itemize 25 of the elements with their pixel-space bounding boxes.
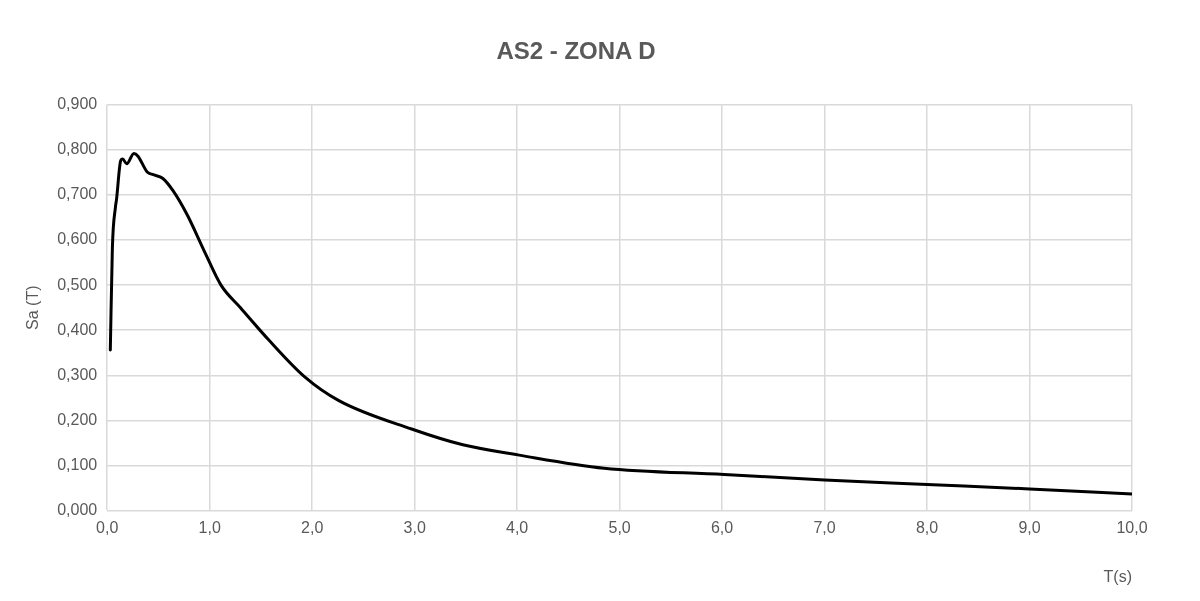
x-tick-label: 9,0 xyxy=(1018,518,1041,536)
x-tick-label: 2,0 xyxy=(301,518,324,536)
x-tick-label: 8,0 xyxy=(915,518,939,536)
x-tick-label: 4,0 xyxy=(506,518,529,536)
x-tick-label: 10,0 xyxy=(1116,518,1148,536)
y-tick-label: 0,900 xyxy=(57,95,98,113)
x-tick-label: 6,0 xyxy=(710,518,734,536)
y-tick-label: 0,400 xyxy=(57,320,98,338)
y-tick-label: 0,600 xyxy=(57,230,98,248)
x-tick-label: 1,0 xyxy=(198,518,221,536)
y-tick-label: 0,700 xyxy=(57,185,98,203)
chart-title: AS2 - ZONA D xyxy=(496,37,656,65)
y-tick-label: 0,000 xyxy=(57,501,98,519)
x-tick-label: 7,0 xyxy=(813,518,836,536)
y-tick-label: 0,800 xyxy=(57,140,98,158)
y-tick-label: 0,200 xyxy=(57,410,98,428)
x-axis-title: T(s) xyxy=(1103,567,1132,585)
x-tick-label: 0,0 xyxy=(96,518,119,536)
x-tick-label: 5,0 xyxy=(608,518,631,536)
y-tick-label: 0,300 xyxy=(57,365,98,383)
line-series xyxy=(108,152,1132,496)
y-tick-label: 0,100 xyxy=(57,455,98,473)
x-tick-label: 3,0 xyxy=(403,518,426,536)
y-tick-label: 0,500 xyxy=(57,275,98,293)
y-axis-title: Sa (T) xyxy=(24,285,42,330)
